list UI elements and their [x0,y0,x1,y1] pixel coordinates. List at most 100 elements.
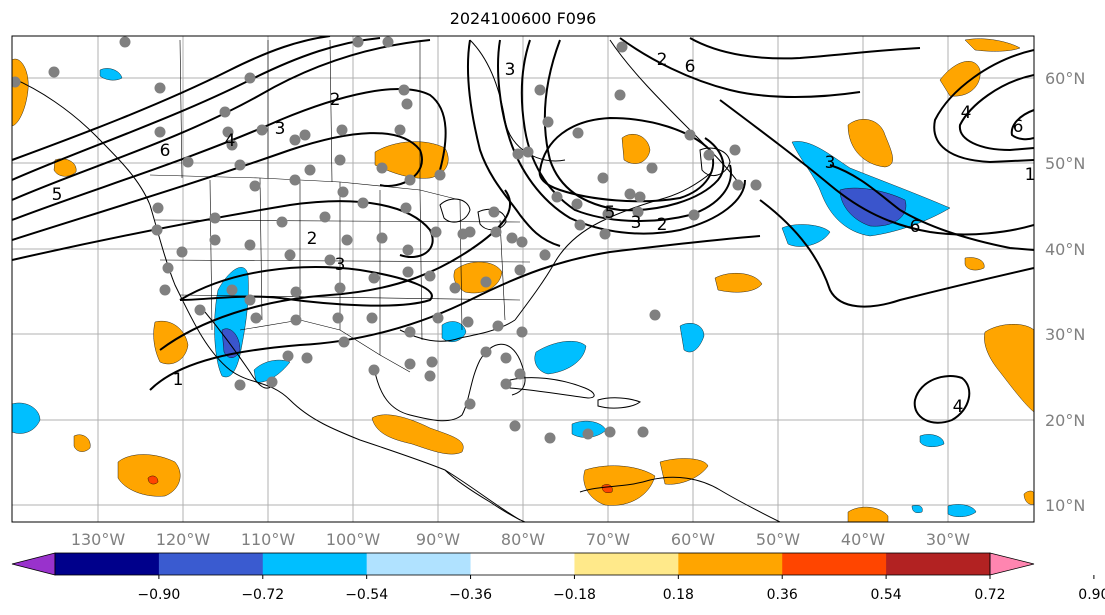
station-dot [249,180,261,192]
station-dot [334,282,346,294]
contour-label: 3 [505,60,516,80]
station-dot [729,144,741,156]
contour-line [497,39,746,235]
contour-label: 5 [52,185,63,205]
contour-line [12,37,381,181]
negative-anomaly-shade [253,359,291,383]
contour-line [12,200,434,261]
station-dot [402,244,414,256]
colorbar-tick-label: −0.18 [553,587,596,603]
latitude-label: 50°N [1045,154,1085,173]
contour-line [520,39,732,222]
colorbar-bin [262,553,368,575]
colorbar-bin [55,553,160,575]
station-dot [226,139,238,151]
station-dot [332,312,344,324]
contour-line [913,375,971,424]
colorbar-upper-extend [989,552,1035,576]
colorbar-tick-label: 0.18 [663,587,694,603]
province-border [179,39,421,190]
contour-label: 3 [275,119,286,139]
station-dot [597,172,609,184]
station-dot [544,432,556,444]
latitude-label: 20°N [1045,411,1085,430]
station-dot [462,316,474,328]
longitude-label: 130°W [71,530,126,549]
station-dot [368,272,380,284]
station-dot [154,82,166,94]
positive-anomaly-shade [117,454,181,497]
colorbar-bin [678,553,783,575]
station-dot [539,249,551,261]
station-dot [500,378,512,390]
contour-line [12,36,331,161]
positive-anomaly-shade [12,58,29,127]
contour-line [619,37,861,98]
colorbar-tick-label: 0.36 [767,587,798,603]
negative-anomaly-shade [947,504,977,517]
station-dot [424,370,436,382]
station-dot [637,426,649,438]
positive-anomaly-shade [374,141,449,179]
longitude-label: 110°W [241,530,296,549]
station-dot [209,234,221,246]
map-title: 2024100600 F096 [449,9,597,28]
station-dot [182,156,194,168]
contour-line [159,189,511,351]
latitude-label: 60°N [1045,69,1085,88]
station-dot [480,346,492,358]
latitude-labels: 60°N 50°N 40°N 30°N 20°N 10°N [1045,69,1085,515]
station-dot [282,350,294,362]
station-dot [614,89,626,101]
station-dot [244,294,256,306]
positive-anomaly-shade [73,434,91,452]
cuba [509,377,595,399]
positive-anomaly-shade [659,458,709,485]
contour-line [12,132,423,241]
station-dot [488,206,500,218]
longitude-labels: 130°W 120°W 110°W 100°W 90°W 80°W 70°W 60°W 50°W… [71,530,970,549]
contour-line [12,39,431,201]
positive-anomaly-shade [984,324,1034,413]
state-border [209,177,506,355]
station-dot [750,179,762,191]
contour-label: 3 [825,153,836,173]
latitude-label: 30°N [1045,325,1085,344]
station-dot [290,314,302,326]
station-dot [480,276,492,288]
station-dot [151,224,163,236]
station-dot [226,284,238,296]
negative-anomaly-shade [12,402,41,434]
colorbar-lower-extend [11,552,56,576]
contour-label: 3 [335,255,346,275]
station-dot [572,127,584,139]
station-dot [341,234,353,246]
colorbar-tick-label: −0.36 [449,587,492,603]
station-dot [404,358,416,370]
contour-label: 4 [225,131,236,151]
station-dot [646,162,658,174]
station-dot [500,352,512,364]
contour-label: 1 [1025,165,1036,185]
longitude-label: 40°W [841,530,885,549]
contour-line [759,199,1034,308]
strong-negative-anomaly-shade [839,187,907,227]
longitude-label: 70°W [586,530,630,549]
station-dot [301,352,313,364]
station-dot [512,148,524,160]
north-america-coast [12,77,521,521]
contour-line [689,37,921,60]
station-dot [162,262,174,274]
colorbar-tick-label: −0.90 [137,587,180,603]
station-dot [304,164,316,176]
station-dot [352,36,364,48]
station-dot [402,266,414,278]
colorbar-bin [158,553,264,575]
station-dot [289,134,301,146]
map-border [11,35,1035,523]
station-dot [542,116,554,128]
station-dot [534,84,546,96]
station-dot [599,228,611,240]
contour-label: 4 [961,103,972,123]
station-dot [368,364,380,376]
